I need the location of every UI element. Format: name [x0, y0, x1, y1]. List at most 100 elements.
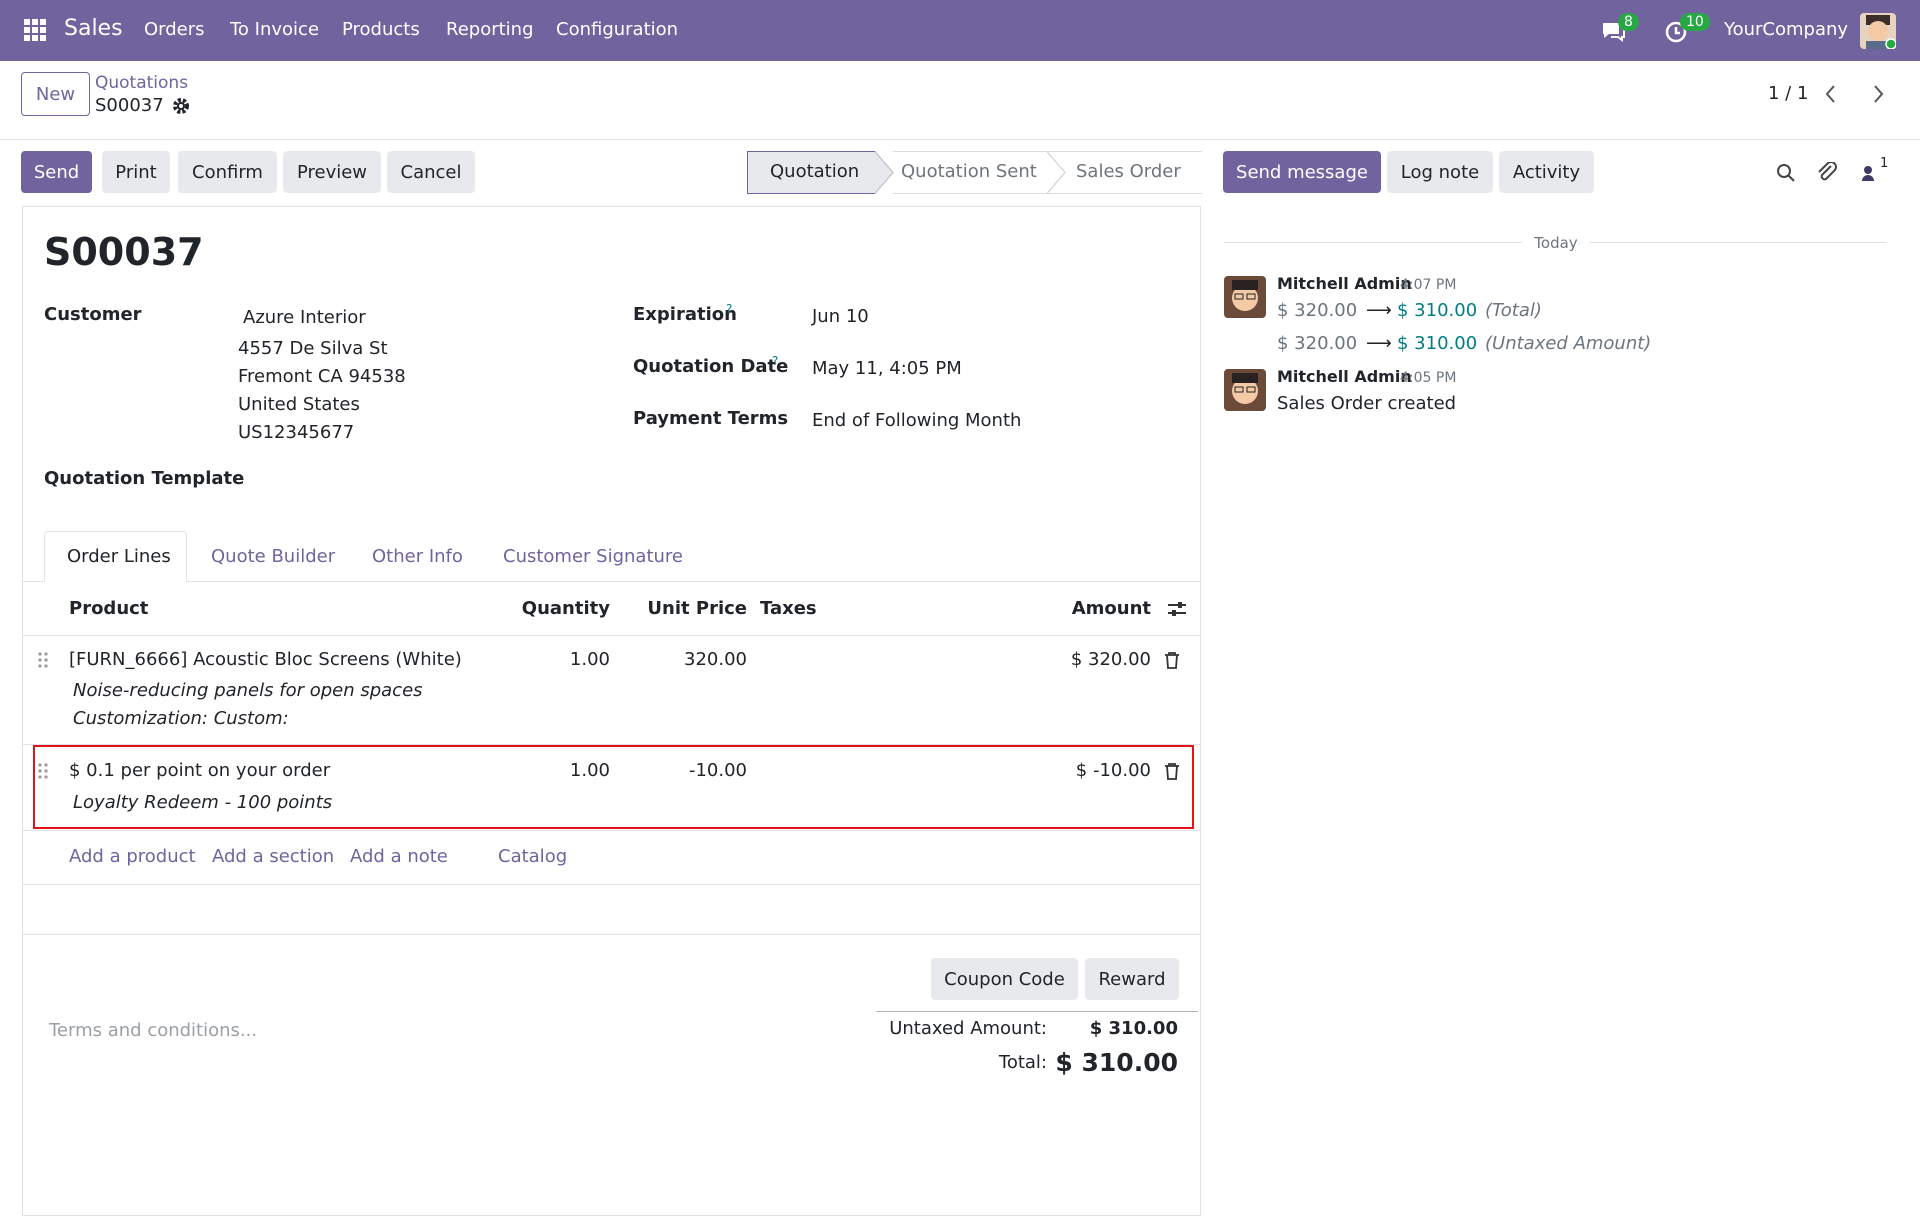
tracking-old: $ 320.00 — [1277, 333, 1358, 354]
apps-icon[interactable] — [24, 19, 46, 41]
address-line: US12345677 — [238, 422, 355, 443]
pager-arrows[interactable] — [1826, 83, 1886, 105]
message-body: Sales Order created — [1277, 393, 1457, 414]
unit-price[interactable]: 320.00 — [684, 649, 747, 670]
record-title: S00037 — [44, 230, 204, 274]
add-link[interactable]: Add a section — [212, 846, 335, 867]
action-button[interactable]: Cancel — [387, 151, 475, 193]
add-link[interactable]: Catalog — [498, 846, 568, 867]
menu-item[interactable]: Products — [342, 19, 420, 40]
add-link[interactable]: Add a note — [350, 846, 448, 867]
action-button[interactable]: Confirm — [178, 151, 277, 193]
badge: 10 — [1680, 13, 1710, 31]
field-value[interactable]: May 11, 4:05 PM — [812, 358, 962, 379]
field-value[interactable]: Jun 10 — [812, 306, 869, 327]
tab[interactable]: Other Info — [372, 546, 463, 567]
quantity[interactable]: 1.00 — [569, 649, 610, 670]
action-button[interactable]: Preview — [283, 151, 381, 193]
help-icon[interactable]: ? — [772, 354, 779, 368]
optional-columns-icon[interactable] — [1167, 599, 1187, 619]
total-label: Untaxed Amount: — [889, 1018, 1047, 1039]
quantity[interactable]: 1.00 — [569, 760, 610, 781]
terms-placeholder[interactable]: Terms and conditions... — [49, 1020, 258, 1041]
menu-item[interactable]: Configuration — [556, 19, 679, 40]
coupon-button[interactable]: Coupon Code — [931, 958, 1078, 1000]
date-separator: Today — [1522, 232, 1590, 254]
field-label: Quotation Template — [44, 468, 245, 489]
arrow: ⟶ — [1366, 300, 1392, 321]
statusbar — [747, 151, 1202, 194]
menu-item[interactable]: To Invoice — [230, 19, 320, 40]
field-value[interactable]: End of Following Month — [812, 410, 1022, 431]
delete-icons[interactable] — [1164, 652, 1180, 782]
tracking-field: (Total) — [1485, 300, 1542, 321]
badge: 8 — [1618, 13, 1639, 31]
form-sheet — [22, 206, 1201, 1216]
column-header[interactable]: Amount — [1071, 598, 1151, 619]
column-header[interactable]: Product — [69, 598, 149, 619]
menu-item[interactable]: Orders — [144, 19, 205, 40]
company[interactable]: YourCompany — [1724, 19, 1849, 40]
unit-price[interactable]: -10.00 — [688, 760, 747, 781]
gear-icon[interactable] — [172, 97, 190, 115]
product[interactable]: [FURN_6666] Acoustic Bloc Screens (White… — [69, 649, 462, 670]
column-header[interactable]: Unit Price — [647, 598, 747, 619]
status-step[interactable]: Quotation — [770, 161, 860, 182]
breadcrumb-parent[interactable]: Quotations — [95, 73, 189, 93]
row-line — [22, 744, 1201, 745]
row-line — [22, 934, 1201, 935]
description: Customization: Custom: — [73, 708, 289, 729]
follower-count: 1 — [1880, 156, 1889, 171]
help-icon[interactable]: ? — [726, 302, 733, 316]
chatter-button[interactable]: Send message — [1223, 151, 1381, 193]
amount: $ -10.00 — [1075, 760, 1151, 781]
drag-handles[interactable] — [38, 652, 48, 782]
message-author: Mitchell Admin — [1277, 274, 1412, 293]
address-line: 4557 De Silva St — [238, 338, 388, 359]
field-label: Customer — [44, 304, 142, 325]
tab[interactable]: Quote Builder — [211, 546, 336, 567]
status-step[interactable]: Quotation Sent — [901, 161, 1037, 182]
column-header[interactable]: Quantity — [521, 598, 610, 619]
chatter-button[interactable]: Log note — [1387, 151, 1493, 193]
chatter-button[interactable]: Activity — [1499, 151, 1594, 193]
tab[interactable]: Order Lines — [67, 546, 171, 567]
breadcrumb-record: S00037 — [95, 95, 164, 116]
message-time: 4:05 PM — [1400, 370, 1457, 386]
untaxed-value: $ 310.00 — [1089, 1018, 1178, 1039]
tracking-new: $ 310.00 — [1397, 333, 1478, 354]
customer-name[interactable]: Azure Interior — [243, 307, 366, 328]
status-step[interactable]: Sales Order — [1076, 161, 1181, 182]
chatter-icons[interactable] — [1775, 162, 1875, 186]
message-author: Mitchell Admin — [1277, 367, 1412, 386]
app-name[interactable]: Sales — [64, 16, 123, 41]
pager: 1 / 1 — [1768, 83, 1809, 104]
description: Loyalty Redeem - 100 points — [73, 792, 333, 813]
highlight-box — [33, 745, 1194, 829]
arrow: ⟶ — [1366, 333, 1392, 354]
add-link[interactable]: Add a product — [69, 846, 196, 867]
action-button[interactable]: Print — [102, 151, 170, 193]
total-value: $ 310.00 — [1055, 1048, 1178, 1077]
avatar — [1224, 276, 1266, 318]
navbar: Sales Orders To Invoice Products Reporti… — [0, 0, 1920, 61]
user-avatar[interactable] — [1860, 13, 1896, 49]
tab[interactable]: Customer Signature — [503, 546, 683, 567]
activity-icon[interactable] — [1664, 20, 1688, 44]
row-line — [22, 884, 1201, 885]
active-tab[interactable] — [44, 531, 187, 582]
address-line: United States — [238, 394, 360, 415]
reward-button[interactable]: Reward — [1085, 958, 1179, 1000]
action-button[interactable]: Send — [21, 151, 92, 193]
column-header[interactable]: Taxes — [760, 598, 817, 619]
message-time: 4:07 PM — [1400, 277, 1457, 293]
field-label: Payment Terms — [633, 408, 789, 429]
menu-item[interactable]: Reporting — [446, 19, 534, 40]
tracking-field: (Untaxed Amount) — [1485, 333, 1652, 354]
row-line — [22, 635, 1201, 636]
new-button[interactable]: New — [21, 72, 90, 116]
field-label: Expiration — [633, 304, 737, 325]
address-line: Fremont CA 94538 — [238, 366, 406, 387]
product[interactable]: $ 0.1 per point on your order — [69, 760, 331, 781]
